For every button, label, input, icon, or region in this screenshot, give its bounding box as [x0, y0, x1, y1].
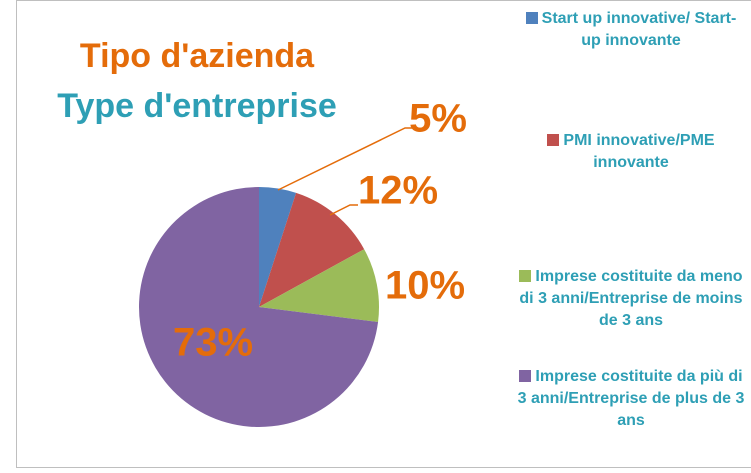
data-label: 10% — [385, 264, 465, 308]
legend-item: PMI innovative/PME innovante — [516, 130, 746, 174]
pie-slice — [259, 187, 297, 307]
chart-title: Tipo d'azienda — [80, 37, 315, 75]
legend-swatch — [519, 270, 532, 282]
data-label: 12% — [358, 169, 438, 213]
legend-label: Imprese costituite da meno di 3 anni/Ent… — [519, 268, 743, 329]
pie-slice — [139, 187, 379, 427]
legend-swatch — [525, 12, 538, 24]
leader-line — [277, 127, 412, 191]
legend-label: Imprese costituite da più di 3 anni/Entr… — [517, 368, 745, 429]
chart-subtitle: Type d'entreprise — [57, 87, 337, 125]
pie-slice — [259, 192, 365, 307]
legend-swatch — [519, 370, 532, 382]
leader-line — [329, 204, 358, 216]
data-label: 5% — [409, 97, 467, 141]
legend-label: PMI innovative/PME innovante — [563, 132, 715, 171]
legend-swatch — [547, 134, 560, 146]
chart-frame — [16, 0, 751, 468]
legend-item: Imprese costituite da meno di 3 anni/Ent… — [516, 266, 746, 332]
legend-label: Start up innovative/ Start-up innovante — [541, 10, 737, 49]
legend-item: Start up innovative/ Start-up innovante — [516, 8, 746, 52]
data-label: 73% — [173, 321, 253, 365]
legend-item: Imprese costituite da più di 3 anni/Entr… — [516, 366, 746, 432]
pie-slice — [259, 249, 380, 323]
